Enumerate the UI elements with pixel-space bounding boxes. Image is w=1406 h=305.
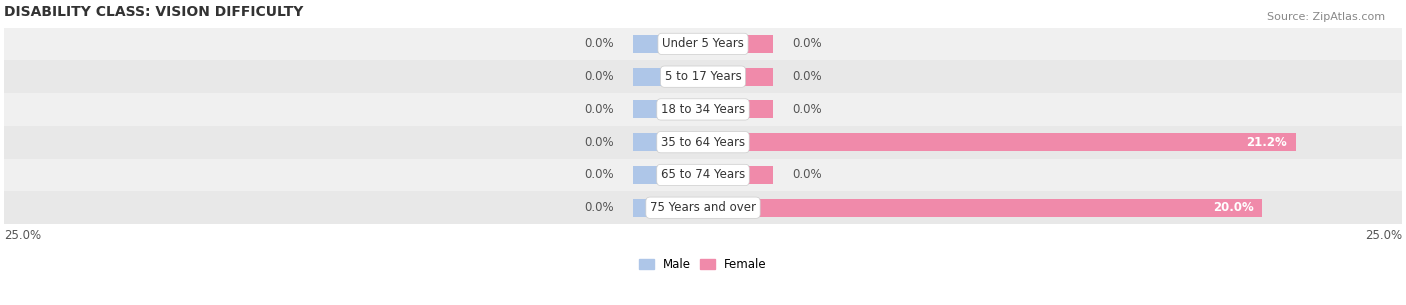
Text: 35 to 64 Years: 35 to 64 Years — [661, 136, 745, 149]
Text: 65 to 74 Years: 65 to 74 Years — [661, 168, 745, 181]
Bar — [633, 35, 703, 53]
Bar — [703, 100, 773, 118]
Bar — [703, 199, 1263, 217]
Bar — [4, 191, 1402, 224]
Bar — [633, 68, 703, 86]
Text: Under 5 Years: Under 5 Years — [662, 38, 744, 50]
Text: 0.0%: 0.0% — [583, 70, 613, 83]
Legend: Male, Female: Male, Female — [634, 253, 772, 276]
Bar — [703, 133, 1295, 151]
Text: 75 Years and over: 75 Years and over — [650, 201, 756, 214]
Bar — [4, 93, 1402, 126]
Bar — [633, 133, 703, 151]
Text: 21.2%: 21.2% — [1247, 136, 1288, 149]
Text: 20.0%: 20.0% — [1213, 201, 1254, 214]
Text: 25.0%: 25.0% — [1365, 229, 1402, 242]
Bar — [4, 159, 1402, 191]
Text: 0.0%: 0.0% — [793, 168, 823, 181]
Bar — [4, 27, 1402, 60]
Text: Source: ZipAtlas.com: Source: ZipAtlas.com — [1267, 12, 1385, 22]
Text: 0.0%: 0.0% — [793, 38, 823, 50]
Bar — [703, 166, 773, 184]
Text: 0.0%: 0.0% — [583, 38, 613, 50]
Bar — [4, 126, 1402, 159]
Text: 0.0%: 0.0% — [793, 103, 823, 116]
Text: 0.0%: 0.0% — [583, 168, 613, 181]
Text: 0.0%: 0.0% — [793, 70, 823, 83]
Bar — [633, 166, 703, 184]
Text: 0.0%: 0.0% — [583, 136, 613, 149]
Text: 25.0%: 25.0% — [4, 229, 41, 242]
Bar — [4, 60, 1402, 93]
Bar — [633, 100, 703, 118]
Bar — [703, 68, 773, 86]
Text: 0.0%: 0.0% — [583, 103, 613, 116]
Text: 5 to 17 Years: 5 to 17 Years — [665, 70, 741, 83]
Bar — [633, 199, 703, 217]
Text: DISABILITY CLASS: VISION DIFFICULTY: DISABILITY CLASS: VISION DIFFICULTY — [4, 5, 304, 19]
Text: 18 to 34 Years: 18 to 34 Years — [661, 103, 745, 116]
Text: 0.0%: 0.0% — [583, 201, 613, 214]
Bar — [703, 35, 773, 53]
